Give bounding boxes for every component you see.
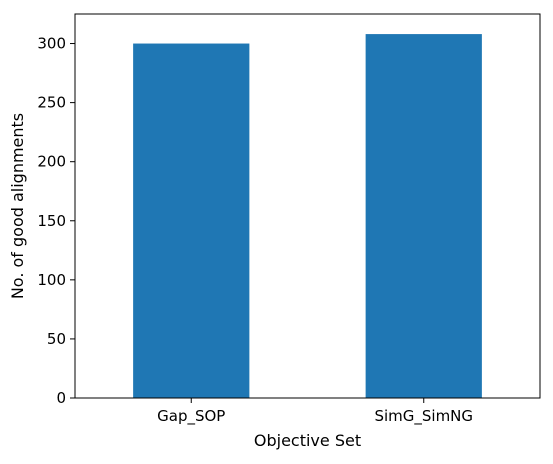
plot-frame bbox=[74, 13, 541, 399]
x-axis-label: Objective Set bbox=[254, 431, 361, 450]
y-axis-label: No. of good alignments bbox=[8, 113, 27, 299]
y-tick-label: 0 bbox=[56, 389, 66, 407]
bar-simg-simng bbox=[365, 34, 482, 399]
y-tick-label: 250 bbox=[37, 94, 66, 112]
y-tick-label: 100 bbox=[37, 271, 66, 289]
bar-gap-sop bbox=[133, 43, 250, 399]
y-axis: 0 50 100 150 200 250 300 bbox=[37, 35, 75, 407]
y-tick-label: 200 bbox=[37, 153, 66, 171]
bars-layer bbox=[133, 34, 482, 399]
x-axis: Gap_SOP SimG_SimNG bbox=[157, 398, 473, 426]
x-tick-label: Gap_SOP bbox=[157, 407, 225, 426]
x-tick-label: SimG_SimNG bbox=[374, 407, 473, 426]
y-tick-label: 150 bbox=[37, 212, 66, 230]
y-tick-label: 300 bbox=[37, 35, 66, 53]
y-tick-label: 50 bbox=[47, 330, 66, 348]
